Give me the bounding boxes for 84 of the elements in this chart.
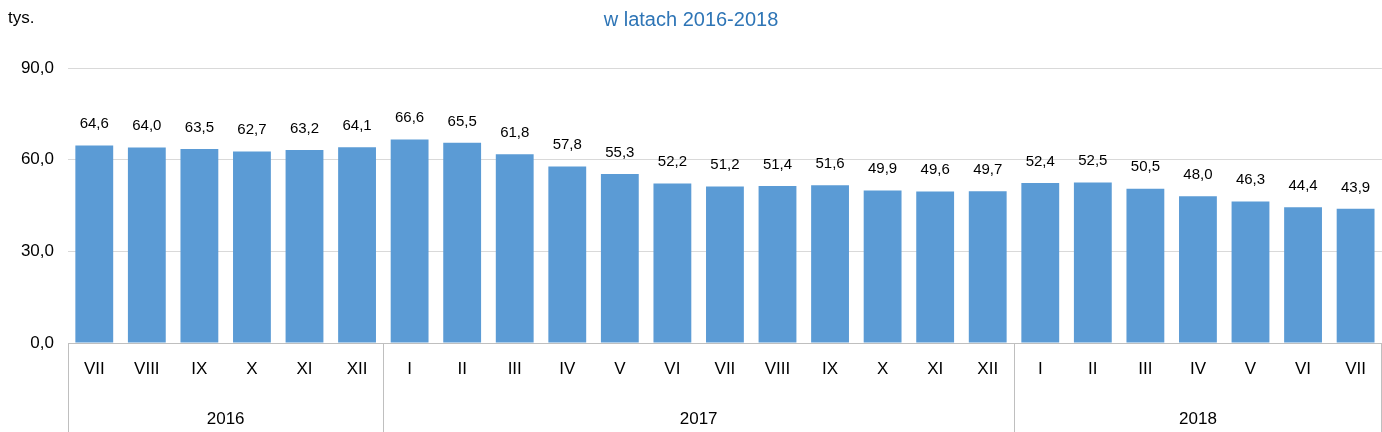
data-label: 49,7 — [973, 159, 1003, 177]
x-tick-label: II — [457, 358, 467, 378]
data-label: 44,4 — [1288, 175, 1318, 193]
data-label: 51,2 — [710, 155, 740, 173]
x-tick-label: X — [246, 358, 258, 378]
bar — [758, 185, 797, 343]
data-label: 63,5 — [184, 117, 214, 135]
y-tick-label: 0,0 — [30, 332, 54, 352]
y-tick-label: 30,0 — [20, 241, 54, 261]
x-tick-label: II — [1088, 358, 1098, 378]
data-label: 63,2 — [289, 118, 320, 136]
text: 2018 — [1179, 408, 1217, 428]
y-axis-title: tys. — [8, 8, 35, 28]
y-tick-label: 90,0 — [20, 57, 54, 77]
bar — [127, 147, 166, 343]
data-label: 52,4 — [1025, 151, 1055, 169]
bar — [1231, 201, 1270, 343]
bar — [548, 166, 587, 343]
bar — [1336, 208, 1375, 343]
bar — [390, 139, 429, 343]
x-tick-label: V — [614, 358, 627, 378]
bar — [180, 148, 219, 343]
x-tick-label: III — [1138, 358, 1153, 378]
x-tick-label: X — [876, 358, 889, 378]
x-tick-label: XI — [296, 358, 313, 378]
bar — [968, 191, 1007, 343]
data-label: 50,5 — [1130, 157, 1160, 175]
data-label: 43,9 — [1341, 177, 1371, 195]
data-label: 62,7 — [237, 120, 267, 138]
text: 2016 — [206, 408, 245, 428]
x-tick-label: VIII — [134, 358, 160, 378]
data-label: 49,6 — [920, 160, 950, 178]
text: 2017 — [679, 408, 718, 428]
chart-title: w latach 2016-2018 — [603, 8, 779, 30]
bar — [653, 183, 692, 343]
data-label: 48,0 — [1183, 164, 1213, 182]
bar — [600, 174, 639, 343]
data-label: 61,8 — [500, 122, 530, 140]
bar — [1073, 182, 1112, 343]
x-tick-label: III — [507, 358, 522, 378]
data-label: 52,2 — [657, 152, 687, 170]
y-tick-label: 60,0 — [20, 149, 54, 169]
x-tick-label: XII — [977, 358, 999, 378]
bar — [916, 191, 955, 343]
data-label: 65,5 — [447, 111, 477, 129]
x-tick-label: VI — [1295, 358, 1312, 378]
x-tick-label: IV — [1189, 358, 1207, 378]
x-tick-label: VII — [1345, 358, 1367, 378]
bar — [706, 186, 744, 343]
x-tick-label: V — [1244, 358, 1257, 378]
x-tick-label: IX — [822, 358, 839, 378]
x-tick-label: VII — [714, 358, 736, 378]
bar — [863, 190, 902, 343]
data-label: 66,6 — [395, 108, 425, 126]
data-label: 64,1 — [342, 115, 372, 133]
x-tick-label: I — [407, 358, 412, 378]
data-label: 46,3 — [1235, 170, 1266, 188]
x-tick-label: VI — [664, 358, 681, 378]
bar — [1284, 207, 1322, 343]
data-label: 55,3 — [605, 142, 635, 160]
bar — [233, 151, 271, 343]
x-tick-label: IV — [559, 358, 576, 378]
x-tick-label: I — [1037, 358, 1043, 378]
data-label: 52,5 — [1078, 151, 1108, 169]
x-tick-label: XI — [927, 358, 944, 378]
bar — [811, 185, 849, 343]
bar — [338, 147, 376, 343]
x-tick-label: VII — [83, 358, 105, 378]
x-tick-label: VIII — [764, 358, 791, 378]
bar — [1179, 196, 1217, 343]
data-label: 49,9 — [868, 159, 898, 177]
data-label: 64,6 — [79, 114, 109, 132]
bar — [1126, 188, 1165, 343]
bar — [285, 149, 324, 343]
data-label: 64,0 — [132, 116, 162, 134]
bar — [1021, 182, 1060, 343]
x-tick-label: XII — [346, 358, 368, 378]
bar — [75, 145, 114, 343]
data-label: 57,8 — [552, 135, 582, 153]
data-label: 51,4 — [762, 154, 793, 172]
bar — [443, 142, 482, 343]
bar — [495, 154, 534, 343]
data-label: 51,6 — [815, 153, 845, 171]
x-tick-label: IX — [191, 358, 208, 378]
